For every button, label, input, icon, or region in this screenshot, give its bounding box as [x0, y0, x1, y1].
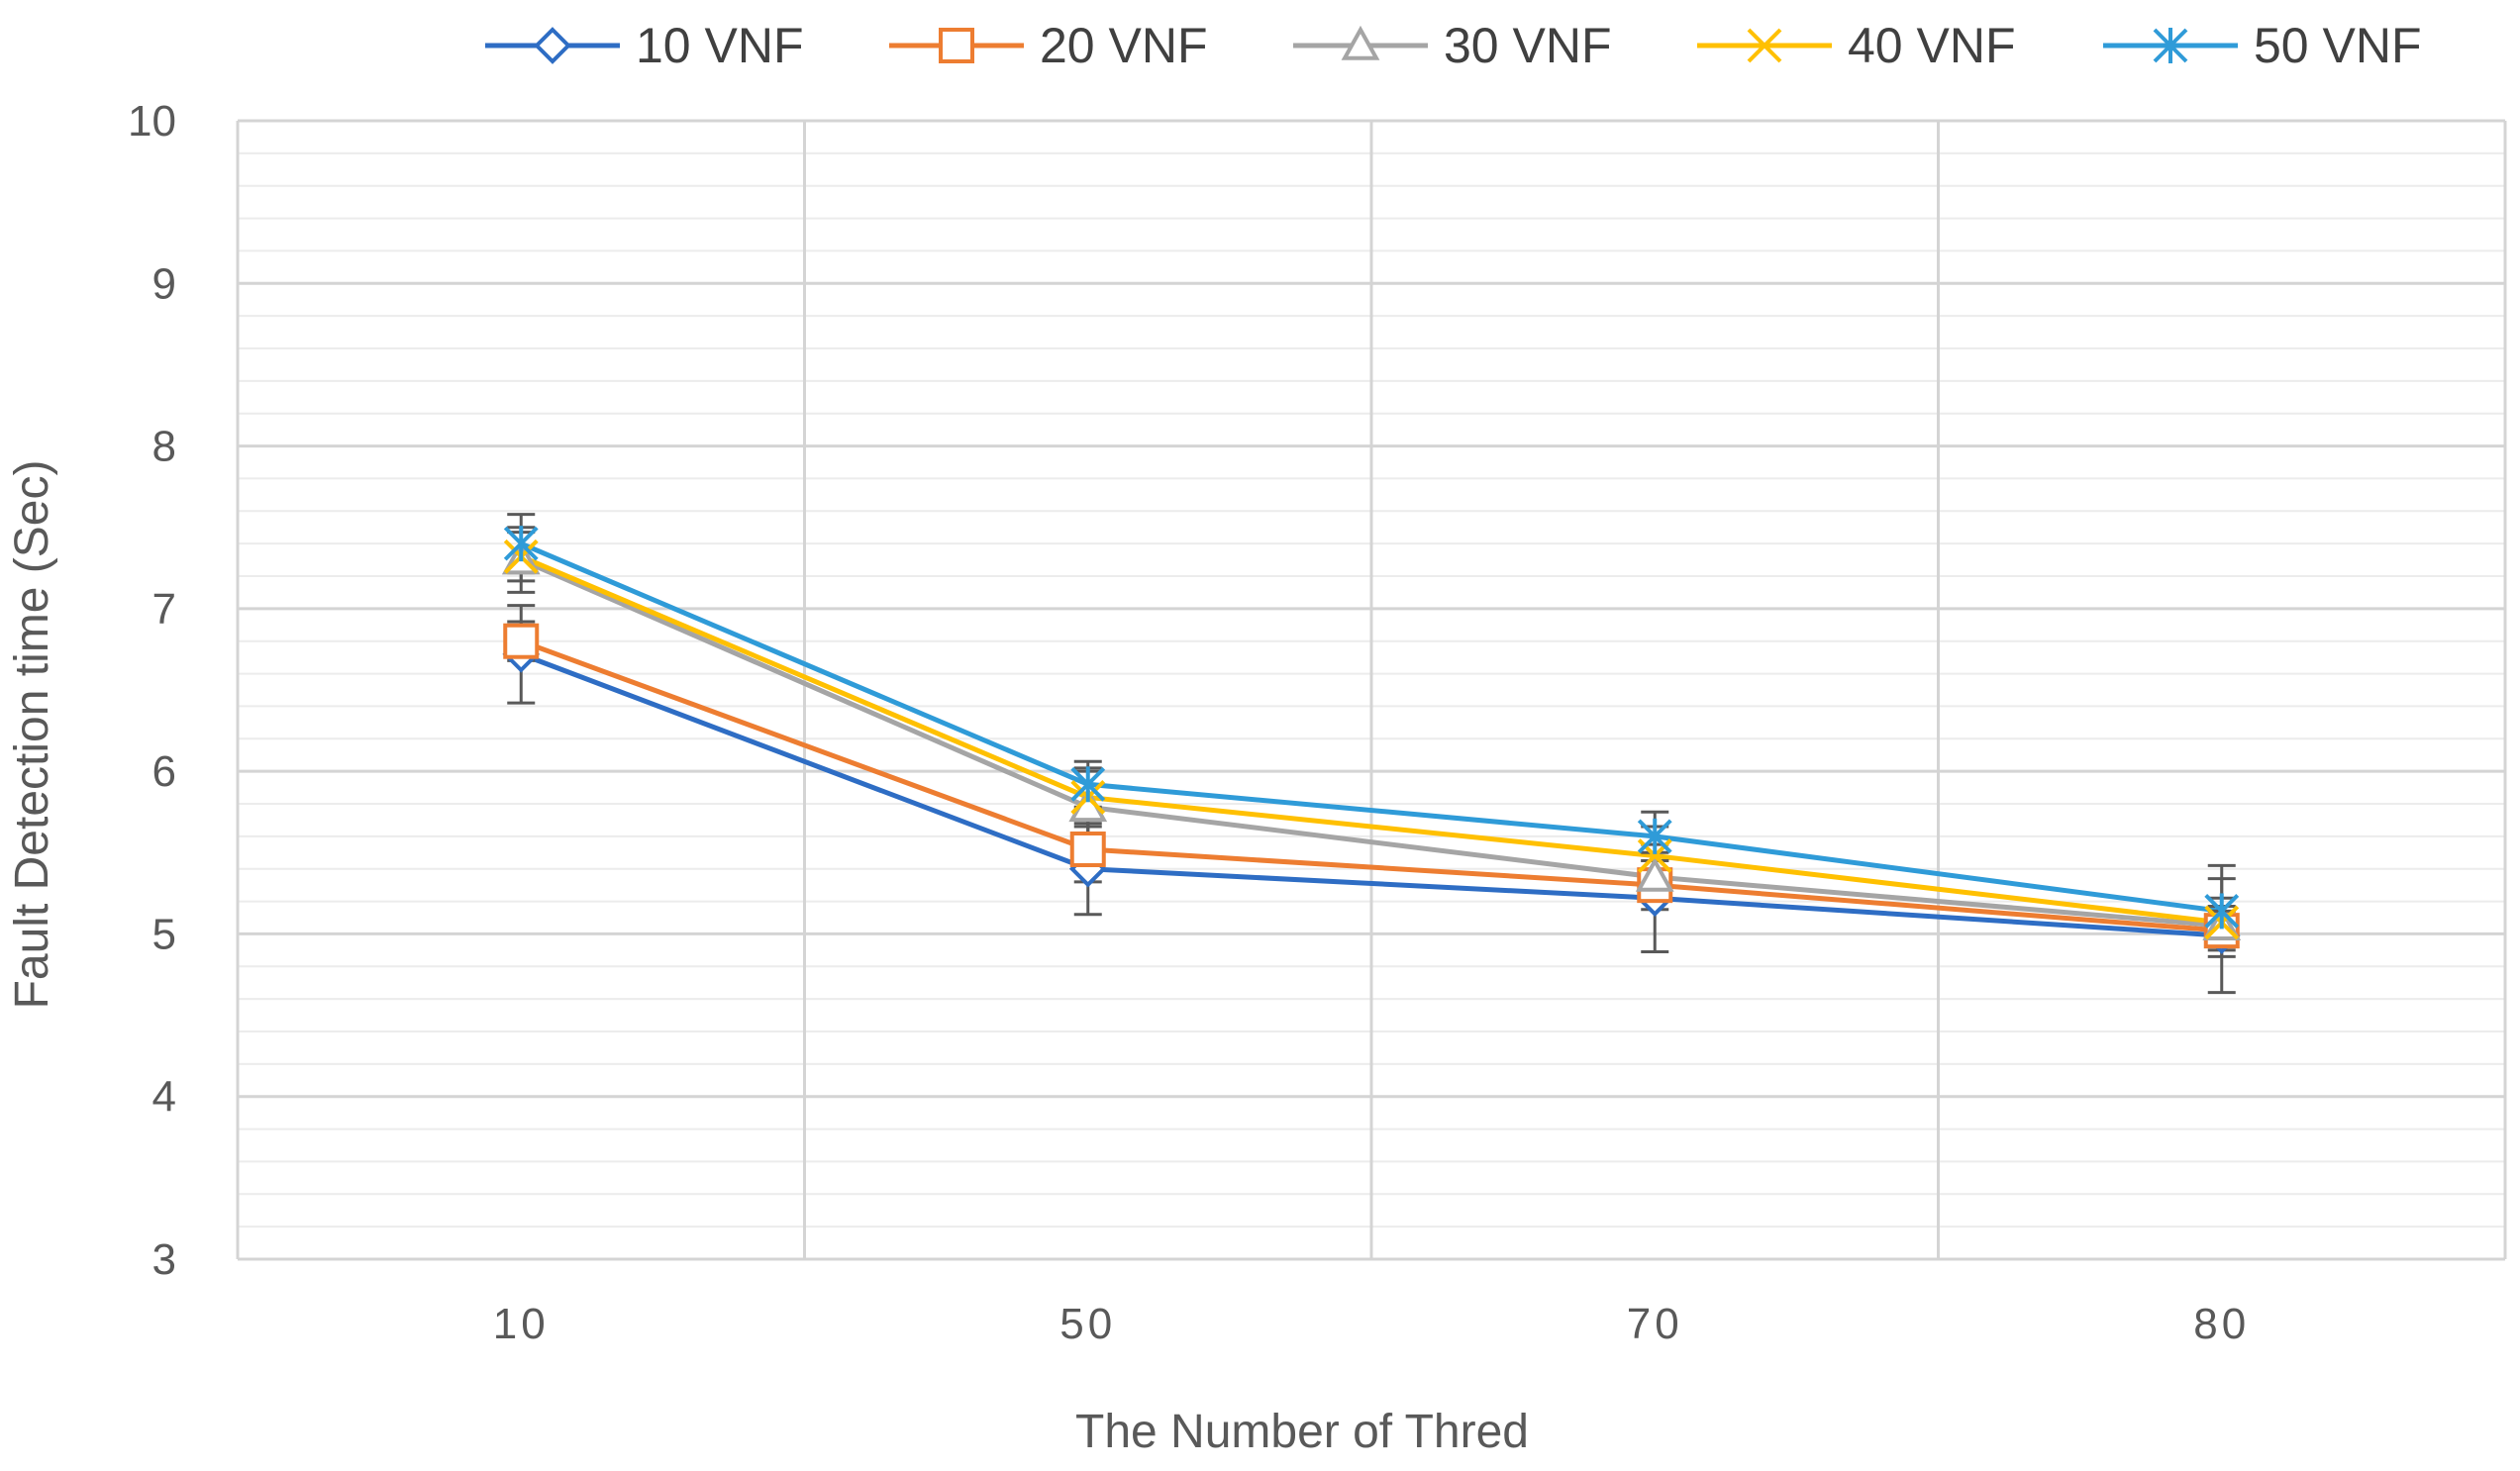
- legend-item[interactable]: 30 VNF: [1293, 18, 1612, 73]
- legend-label: 20 VNF: [1040, 18, 1208, 73]
- legend-item[interactable]: 50 VNF: [2103, 18, 2422, 73]
- x-tick-label: 50: [1059, 1300, 1116, 1348]
- legend-marker: [939, 28, 974, 63]
- series-line: [520, 540, 2223, 914]
- legend[interactable]: 10 VNF 20 VNF 30 VNF 40 VNF 50 VNF: [485, 18, 2422, 73]
- data-point: [503, 623, 540, 659]
- data-point: [1069, 832, 1106, 867]
- y-tick-label: 4: [152, 1073, 176, 1122]
- y-tick-label: 5: [152, 910, 176, 958]
- y-tick-label: 9: [152, 259, 176, 308]
- data-point: [503, 526, 539, 562]
- legend-marker: [1341, 25, 1380, 60]
- data-point: [2204, 893, 2240, 930]
- series-line: [520, 638, 2222, 933]
- x-tick-label: 80: [2193, 1300, 2250, 1348]
- legend-label: 40 VNF: [1848, 18, 2016, 73]
- y-tick-label: 8: [152, 423, 176, 471]
- legend-item[interactable]: 20 VNF: [889, 18, 1208, 73]
- legend-marker: [1747, 28, 1782, 63]
- legend-marker: [2153, 28, 2188, 63]
- x-tick-label: 10: [493, 1300, 550, 1348]
- x-tick-label: 70: [1627, 1300, 1683, 1348]
- y-tick-label: 7: [152, 585, 176, 634]
- series-line: [520, 557, 2222, 929]
- y-tick-label: 6: [152, 747, 176, 796]
- legend-label: 50 VNF: [2254, 18, 2422, 73]
- y-tick-label: 10: [128, 97, 176, 146]
- data-point: [1070, 766, 1106, 803]
- y-tick-label: 3: [152, 1235, 176, 1284]
- legend-item[interactable]: 10 VNF: [485, 18, 804, 73]
- legend-item[interactable]: 40 VNF: [1697, 18, 2016, 73]
- legend-label: 10 VNF: [636, 18, 804, 73]
- legend-marker: [534, 27, 571, 64]
- series-lines: [520, 540, 2223, 938]
- data-point: [1635, 856, 1674, 892]
- y-axis-title: Fault Detection time (Sec): [6, 460, 58, 1010]
- series-line: [520, 651, 2222, 938]
- axes: 3 4 5 6 7 8 9 10 10 50 70 80: [128, 97, 2250, 1348]
- legend-label: 30 VNF: [1444, 18, 1612, 73]
- series-line: [520, 553, 2223, 926]
- series-markers: [501, 526, 2242, 954]
- grid: [236, 119, 2507, 1261]
- data-point: [1637, 818, 1672, 854]
- x-axis-title: The Number of Thred: [1075, 1406, 1529, 1458]
